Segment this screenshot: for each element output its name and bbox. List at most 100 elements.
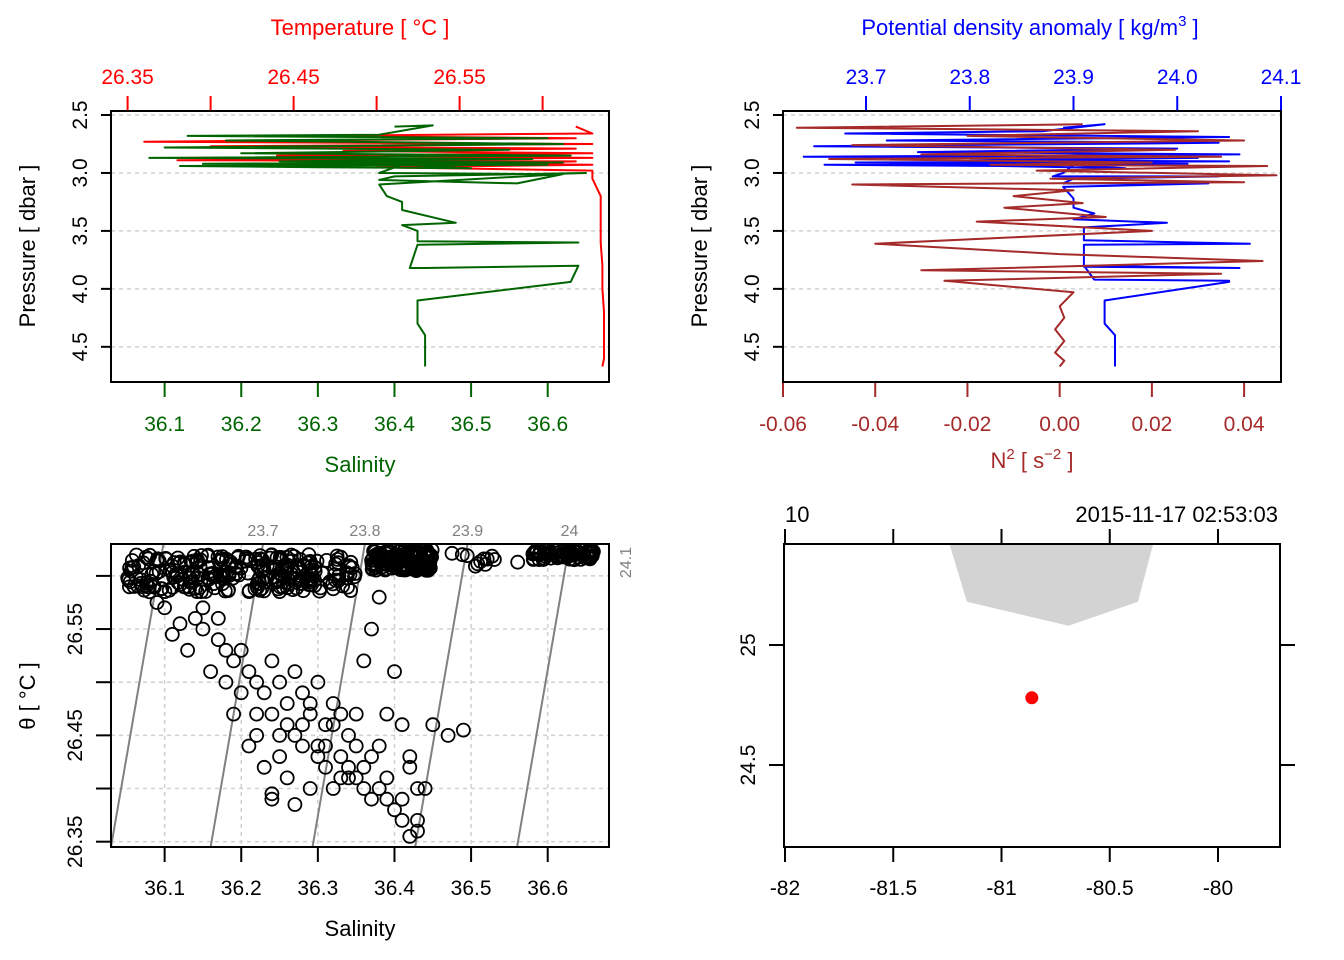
data-point (333, 706, 349, 722)
x-tick-label: -80.5 (1086, 877, 1134, 900)
data-point (272, 749, 288, 764)
data-point (328, 572, 343, 588)
n-superscript: 2 (1006, 446, 1014, 463)
isopycnal-label: 24 (561, 523, 579, 540)
data-point (347, 569, 362, 585)
y-tick-label: 26.55 (64, 603, 87, 656)
data-point (241, 584, 257, 599)
x-bottom-tick-label: 36.1 (144, 413, 185, 436)
x-bottom-tick-label: 36.6 (527, 413, 568, 436)
data-point (302, 554, 318, 569)
y-tick-label: 25 (737, 633, 760, 656)
y-tick-label: 26.35 (64, 815, 87, 868)
data-point (256, 685, 272, 701)
x-bottom-tick-label: -0.06 (759, 413, 807, 436)
data-point (318, 759, 333, 775)
x-bottom-tick-label: 36.2 (221, 413, 262, 436)
y-tick-label: 4.0 (741, 274, 764, 303)
x-bottom-tick-label: 0.02 (1131, 413, 1172, 436)
data-point (371, 738, 387, 754)
data-point (312, 583, 327, 599)
left-axis-ticks: 24.5 25 (737, 633, 784, 785)
data-point (241, 738, 257, 754)
data-point (379, 791, 395, 807)
data-point (287, 797, 303, 812)
panel-ts-profile: Temperature [ °C ] 26.35 26.45 26.55 2.5 3.… (15, 15, 610, 477)
data-point (440, 728, 456, 743)
data-point (302, 696, 318, 711)
data-point (250, 555, 266, 570)
bottom-axis-title: N2 [ s−2 ] (991, 446, 1074, 473)
data-point (233, 642, 249, 658)
left-axis-title: Pressure [ dbar ] (687, 165, 712, 328)
station-marker[interactable] (1025, 691, 1039, 705)
data-point (387, 802, 402, 818)
data-point (397, 557, 413, 573)
data-point (356, 781, 372, 796)
data-point (264, 706, 280, 722)
x-tick-label: 36.1 (144, 877, 185, 900)
x-tick-label: 36.2 (221, 877, 262, 900)
data-point (467, 558, 483, 574)
data-point (249, 674, 265, 690)
data-point (348, 706, 364, 722)
series-salinity (148, 124, 587, 367)
left-axis-title: Pressure [ dbar ] (15, 165, 40, 328)
data-point (394, 813, 410, 828)
plot-frame (782, 110, 1282, 383)
data-point (287, 664, 303, 679)
title-end: ] (1186, 15, 1198, 40)
scatter-points (120, 544, 601, 844)
data-point (302, 781, 318, 796)
title-superscript: 3 (1178, 13, 1186, 30)
data-point (364, 791, 379, 807)
data-point (187, 611, 203, 626)
data-point (486, 552, 502, 567)
data-point (476, 551, 492, 567)
x-top-tick-label: 23.7 (846, 66, 887, 89)
x-top-tick-label: 24.0 (1157, 66, 1198, 89)
data-point (151, 553, 167, 569)
data-point (226, 706, 242, 722)
data-point (583, 545, 599, 561)
data-point (364, 749, 379, 764)
data-point (582, 551, 598, 567)
data-point (157, 600, 173, 616)
data-point (218, 674, 234, 690)
data-point (195, 600, 211, 616)
isopycnal-line (414, 544, 469, 847)
data-point (415, 554, 431, 570)
data-point (289, 559, 305, 575)
data-point (325, 781, 341, 796)
x-tick-label: -81 (986, 877, 1016, 900)
x-bottom-tick-label: -0.04 (851, 413, 899, 436)
bottom-axis-ticks: 36.1 36.2 36.3 36.4 36.5 36.6 (144, 382, 568, 436)
data-point (310, 749, 326, 764)
left-axis-ticks: 26.35 26.45 26.55 (64, 574, 111, 868)
data-point (333, 770, 349, 786)
station-time-label: 2015-11-17 02:53:03 (1075, 502, 1278, 527)
data-point (371, 589, 387, 605)
data-point (348, 738, 364, 754)
plot-frame (110, 110, 610, 383)
x-top-tick-label: 26.45 (267, 66, 320, 89)
y-tick-label: 2.5 (69, 100, 92, 129)
panel-density-profile: Potential density anomaly [ kg/m3 ] 23.7… (687, 13, 1301, 473)
x-tick-label: 36.4 (374, 877, 415, 900)
y-tick-label: 24.5 (737, 745, 760, 786)
data-point (302, 706, 318, 722)
data-point (220, 583, 236, 599)
data-point (410, 823, 425, 839)
data-point (325, 696, 341, 711)
data-point (226, 653, 242, 669)
data-point (256, 574, 272, 590)
data-point (126, 579, 142, 594)
data-point (325, 581, 341, 597)
x-bottom-tick-label: -0.02 (944, 413, 992, 436)
data-point (253, 551, 268, 567)
x-top-tick-label: 24.1 (1261, 66, 1302, 89)
y-tick-label: 26.45 (64, 709, 87, 762)
data-point (264, 791, 280, 807)
x-top-tick-label: 26.35 (101, 66, 154, 89)
